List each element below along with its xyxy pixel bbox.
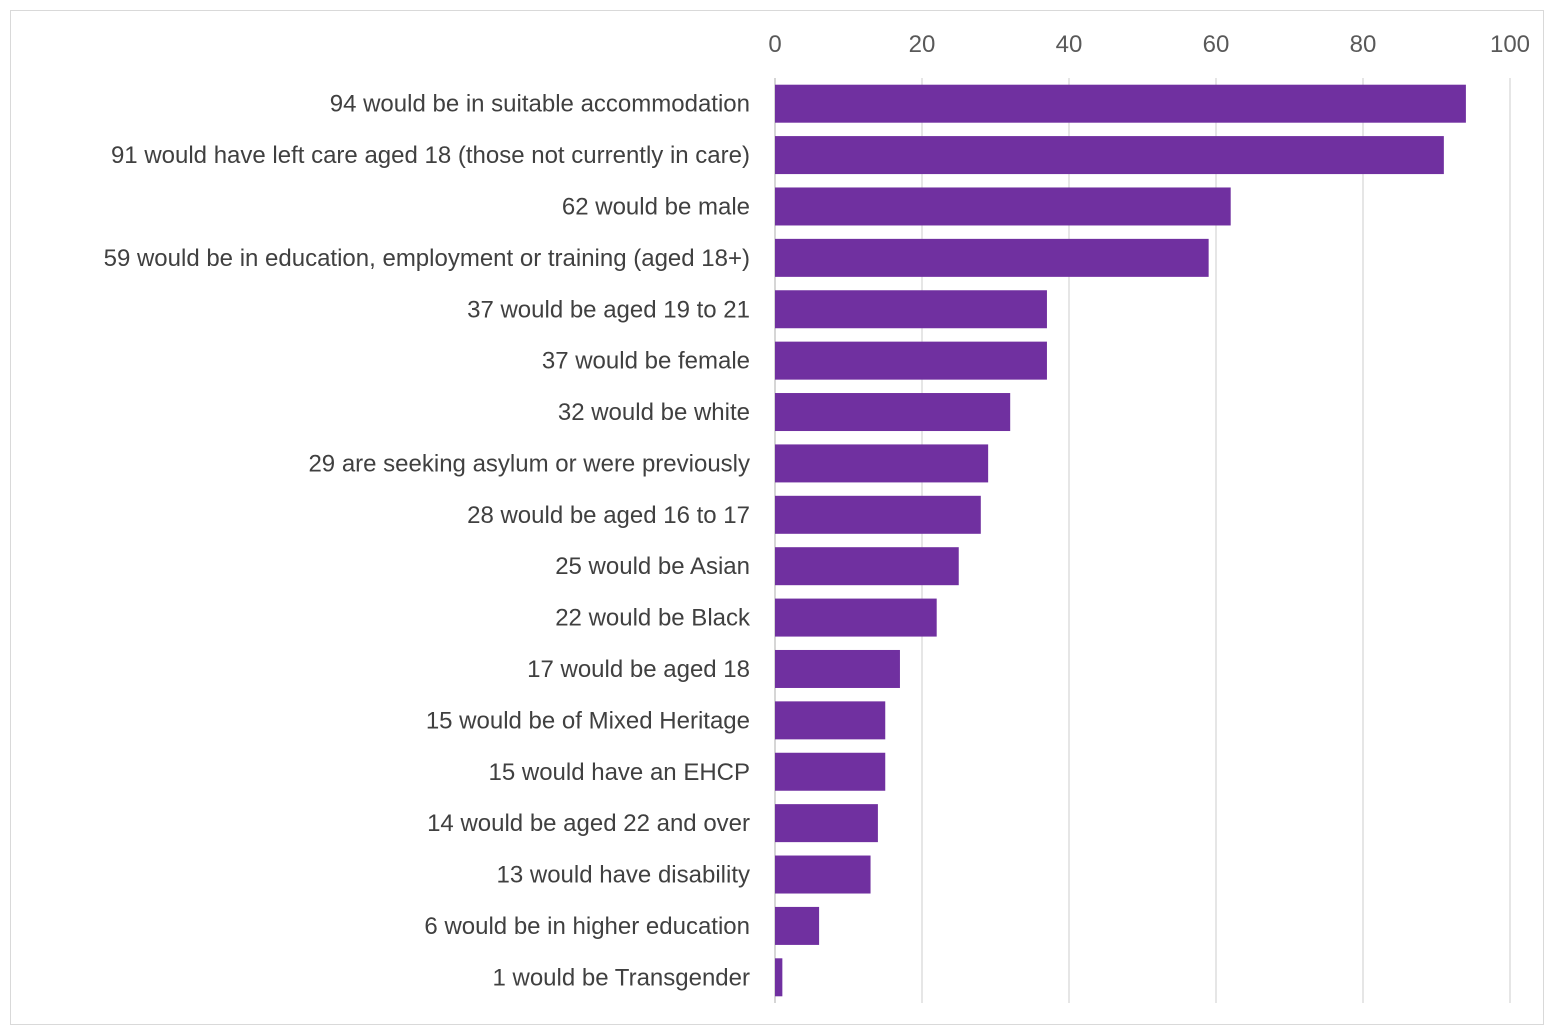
- x-tick-label: 20: [909, 31, 936, 58]
- bar: [775, 393, 1011, 432]
- category-label: 32 would be white: [558, 399, 750, 426]
- bar: [775, 238, 1209, 277]
- category-label: 15 would have an EHCP: [489, 759, 751, 786]
- category-label: 14 would be aged 22 and over: [427, 810, 750, 837]
- x-axis-ticks: 0 20 40 60 80 100: [768, 31, 1530, 58]
- category-label: 17 would be aged 18: [527, 656, 750, 683]
- x-tick-label: 80: [1350, 31, 1377, 58]
- bar: [775, 547, 959, 586]
- bar: [775, 649, 900, 688]
- category-label: 59 would be in education, employment or …: [104, 245, 750, 272]
- x-tick-label: 0: [768, 31, 781, 58]
- category-label: 94 would be in suitable accommodation: [330, 91, 750, 118]
- category-label: 37 would be female: [542, 348, 750, 375]
- category-label: 25 would be Asian: [555, 553, 750, 580]
- bar: [775, 341, 1047, 380]
- bar: [775, 752, 886, 791]
- gridlines: [774, 78, 1511, 1003]
- bar: [775, 804, 878, 843]
- bar: [775, 136, 1444, 175]
- bar: [775, 598, 937, 637]
- bar: [775, 495, 981, 534]
- bar: [775, 84, 1466, 123]
- bar: [775, 855, 871, 894]
- category-label: 29 are seeking asylum or were previously: [308, 450, 750, 477]
- bar: [775, 187, 1231, 226]
- category-label: 91 would have left care aged 18 (those n…: [111, 142, 750, 169]
- bar: [775, 701, 886, 740]
- category-label: 1 would be Transgender: [492, 964, 750, 991]
- category-label: 15 would be of Mixed Heritage: [426, 707, 750, 734]
- bars: [775, 84, 1466, 997]
- category-label: 13 would have disability: [497, 862, 751, 889]
- bar: [775, 444, 989, 483]
- category-label: 22 would be Black: [555, 605, 751, 632]
- category-label: 6 would be in higher education: [424, 913, 750, 940]
- bar: [775, 958, 783, 997]
- x-tick-label: 40: [1056, 31, 1083, 58]
- x-tick-label: 60: [1203, 31, 1230, 58]
- x-tick-label: 100: [1490, 31, 1530, 58]
- category-label: 62 would be male: [562, 193, 750, 220]
- category-label: 28 would be aged 16 to 17: [467, 502, 750, 529]
- category-labels: 94 would be in suitable accommodation 91 …: [104, 91, 751, 992]
- bar: [775, 906, 820, 945]
- category-label: 37 would be aged 19 to 21: [467, 296, 750, 323]
- bar: [775, 290, 1047, 329]
